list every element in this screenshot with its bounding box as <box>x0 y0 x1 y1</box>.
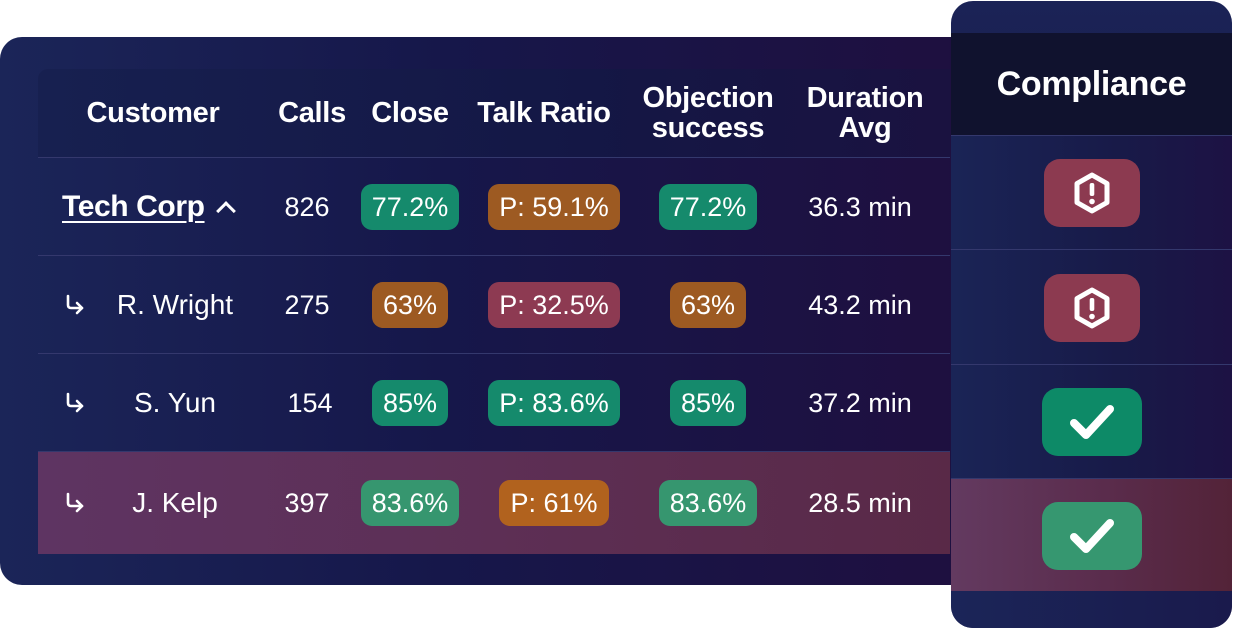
compliance-header-label: Compliance <box>996 64 1187 103</box>
table-header: Customer Calls Close Talk Ratio Objectio… <box>38 69 950 157</box>
compliance-warning-badge[interactable] <box>1043 159 1140 227</box>
customer-name: J. Kelp <box>132 487 218 518</box>
objection-badge: 63% <box>669 282 747 328</box>
alert-octagon-icon <box>1074 287 1109 328</box>
duration-value: 43.2 min <box>808 289 912 320</box>
compliance-row <box>951 135 1232 250</box>
duration-cell: 36.3 min <box>790 158 930 256</box>
header-calls[interactable]: Calls <box>268 69 356 157</box>
header-duration-line2: Avg <box>838 112 892 144</box>
talk-ratio-badge: P: 83.6% <box>488 380 620 426</box>
compliance-warning-badge[interactable] <box>1043 273 1140 342</box>
table-row[interactable]: R. Wright 275 63% P: 32.5% 63% 43.2 min <box>38 255 950 354</box>
duration-cell: 43.2 min <box>790 256 930 354</box>
header-objection-success[interactable]: Objection success <box>628 69 788 157</box>
objection-cell: 85% <box>628 354 788 452</box>
calls-value: 826 <box>284 191 330 222</box>
header-customer-label: Customer <box>86 97 220 129</box>
duration-value: 28.5 min <box>808 487 912 518</box>
alert-octagon-icon <box>1074 172 1109 214</box>
compliance-row <box>951 249 1232 365</box>
customer-cell[interactable]: R. Wright <box>100 256 250 354</box>
objection-badge: 85% <box>669 380 747 426</box>
calls-value: 154 <box>287 387 333 418</box>
header-duration-avg[interactable]: Duration Avg <box>790 69 940 157</box>
table-row[interactable]: S. Yun 154 85% P: 83.6% 85% 37.2 min <box>38 353 950 452</box>
checkmark-icon <box>1069 518 1114 553</box>
customer-name: S. Yun <box>133 387 216 418</box>
customer-cell[interactable]: S. Yun <box>100 354 250 452</box>
calls-cell: 154 <box>270 354 350 452</box>
talk-ratio-badge: P: 32.5% <box>488 282 620 328</box>
header-talk-ratio-label: Talk Ratio <box>477 97 611 129</box>
header-talk-ratio[interactable]: Talk Ratio <box>464 69 624 157</box>
compliance-card: Compliance <box>951 1 1232 628</box>
calls-value: 397 <box>284 487 330 518</box>
close-badge: 83.6% <box>360 480 460 526</box>
table-row-selected[interactable]: J. Kelp 397 83.6% P: 61% 83.6% 28.5 min <box>38 451 950 554</box>
close-cell: 63% <box>356 256 464 354</box>
talk-ratio-cell: P: 59.1% <box>464 158 644 256</box>
header-duration-line1: Duration <box>806 82 924 114</box>
subdirectory-arrow-icon <box>66 492 84 513</box>
header-customer[interactable]: Customer <box>38 69 268 157</box>
talk-ratio-cell: P: 83.6% <box>464 354 644 452</box>
talk-ratio-cell: P: 32.5% <box>464 256 644 354</box>
header-close[interactable]: Close <box>356 69 464 157</box>
close-badge: 63% <box>371 282 449 328</box>
compliance-ok-badge[interactable] <box>1041 501 1142 570</box>
header-close-label: Close <box>371 97 449 129</box>
objection-cell: 63% <box>628 256 788 354</box>
duration-cell: 37.2 min <box>790 354 930 452</box>
customer-name-link[interactable]: Tech Corp <box>62 190 205 223</box>
compliance-card-footer <box>951 591 1232 628</box>
compliance-row-selected <box>951 478 1232 592</box>
objection-badge: 83.6% <box>658 480 758 526</box>
close-cell: 85% <box>356 354 464 452</box>
compliance-header[interactable]: Compliance <box>951 33 1232 135</box>
compliance-row <box>951 364 1232 479</box>
close-badge: 85% <box>371 380 449 426</box>
metrics-table-card: Customer Calls Close Talk Ratio Objectio… <box>0 37 980 585</box>
calls-cell: 275 <box>268 256 346 354</box>
header-objection-line1: Objection <box>642 82 774 114</box>
duration-value: 36.3 min <box>808 191 912 222</box>
chevron-up-icon[interactable] <box>215 201 236 221</box>
table-row[interactable]: Tech Corp 826 77.2% P: 59.1% 77.2% 36.3 … <box>38 157 950 256</box>
duration-value: 37.2 min <box>808 387 912 418</box>
header-calls-label: Calls <box>278 97 346 129</box>
objection-cell: 77.2% <box>628 158 788 256</box>
checkmark-icon <box>1069 405 1114 439</box>
header-objection-line2: success <box>651 112 765 144</box>
talk-ratio-cell: P: 61% <box>464 452 644 554</box>
customer-cell[interactable]: J. Kelp <box>100 452 250 554</box>
customer-cell[interactable]: Tech Corp <box>62 158 268 256</box>
close-cell: 83.6% <box>354 452 466 554</box>
objection-cell: 83.6% <box>628 452 788 554</box>
calls-cell: 826 <box>268 158 346 256</box>
close-cell: 77.2% <box>356 158 464 256</box>
subdirectory-arrow-icon <box>66 392 84 413</box>
compliance-ok-badge[interactable] <box>1041 388 1142 456</box>
talk-ratio-badge: P: 61% <box>499 480 609 526</box>
talk-ratio-badge: P: 59.1% <box>488 184 620 230</box>
subdirectory-arrow-icon <box>66 294 84 315</box>
calls-cell: 397 <box>268 452 346 554</box>
duration-cell: 28.5 min <box>790 452 930 554</box>
calls-value: 275 <box>284 289 330 320</box>
customer-name: R. Wright <box>116 289 234 320</box>
objection-badge: 77.2% <box>658 184 758 230</box>
close-badge: 77.2% <box>360 184 460 230</box>
